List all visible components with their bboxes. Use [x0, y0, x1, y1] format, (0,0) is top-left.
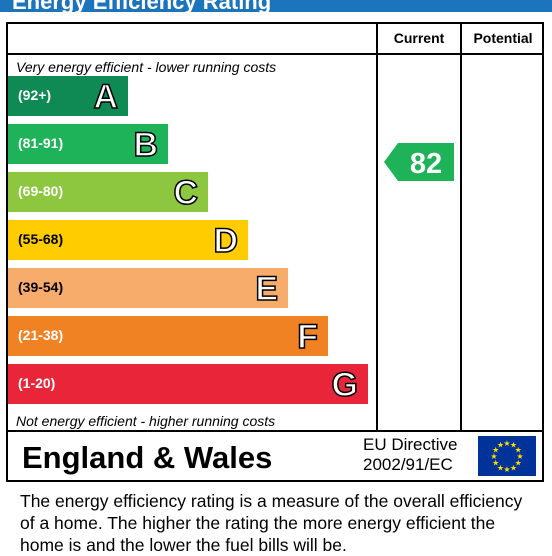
band-c: (69-80) C [8, 172, 208, 213]
page-title: Energy Efficiency Rating [12, 0, 272, 14]
current-header: Current [393, 30, 445, 46]
band-c-range: (69-80) [18, 183, 64, 199]
eu-flag-icon: ★★★★★★★★★ ★ ★★ [478, 436, 536, 476]
current-rating-indicator: 82 [384, 143, 454, 181]
eu-flag-star: ★ [492, 459, 499, 468]
band-g-range: (1-20) [18, 375, 56, 391]
band-b-range: (81-91) [18, 135, 64, 151]
band-f-range: (21-38) [18, 327, 64, 343]
band-d-letter: D [213, 221, 239, 261]
potential-column-divider [460, 24, 462, 430]
bottom-caption: Not energy efficient - higher running co… [16, 413, 276, 429]
band-e: (39-54) E [8, 268, 288, 309]
eu-flag-star: ★ [515, 459, 522, 468]
eu-flag-star: ★ [510, 463, 517, 472]
band-g: (1-20) G [8, 364, 368, 405]
eu-flag-star: ★ [516, 452, 523, 461]
eu-flag-star: ★ [503, 465, 510, 474]
directive-line-1: EU Directive [363, 435, 458, 454]
band-f-letter: F [296, 317, 318, 357]
footer-panel: England & Wales EU Directive 2002/91/EC … [6, 432, 544, 482]
header-divider [8, 53, 542, 55]
current-column-divider [376, 24, 378, 430]
rating-chart-frame: Current Potential Very energy efficient … [6, 22, 544, 432]
eu-flag-star: ★ [492, 446, 499, 455]
eu-flag-star: ★ [510, 441, 517, 450]
band-c-letter: C [173, 173, 199, 213]
potential-header: Potential [473, 30, 533, 46]
band-d-range: (55-68) [18, 231, 64, 247]
band-a-range: (92+) [18, 87, 52, 103]
eu-directive: EU Directive 2002/91/EC [363, 435, 457, 475]
directive-line-2: 2002/91/EC [363, 455, 453, 474]
eu-flag-star: ★ [497, 441, 504, 450]
region-label: England & Wales [22, 440, 273, 475]
eu-flag-star: ★ [503, 439, 510, 448]
band-a-letter: A [93, 77, 119, 117]
description-text: The energy efficiency rating is a measur… [20, 491, 523, 555]
title-bar [0, 0, 552, 12]
band-g-letter: G [331, 365, 359, 405]
band-f: (21-38) F [8, 316, 328, 357]
band-e-letter: E [255, 269, 279, 309]
current-rating-value: 82 [410, 148, 442, 180]
band-d: (55-68) D [8, 220, 248, 261]
eu-flag-star: ★ [497, 463, 504, 472]
band-b-letter: B [133, 125, 159, 165]
band-e-range: (39-54) [18, 279, 64, 295]
eu-flag-star: ★ [490, 452, 497, 461]
band-a: (92+) A [8, 76, 128, 117]
eu-flag-star: ★ [515, 446, 522, 455]
band-b: (81-91) B [8, 124, 168, 165]
top-caption: Very energy efficient - lower running co… [16, 59, 277, 75]
